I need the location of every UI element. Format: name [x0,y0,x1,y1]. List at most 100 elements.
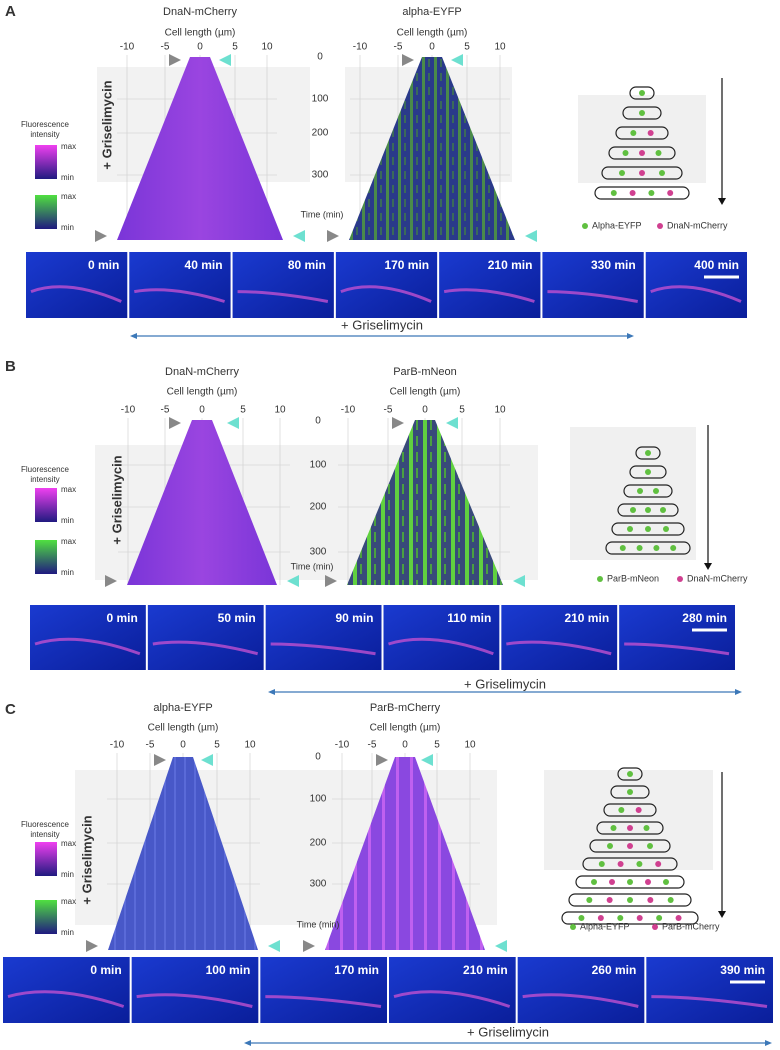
locus [627,789,633,795]
frame-time: 0 min [88,258,119,272]
y-tick-label: 100 [312,94,329,105]
locus [639,150,645,156]
frame-time: 400 min [694,258,739,272]
panel-label: C [5,701,16,718]
microscopy-frame [517,957,645,1023]
color-scale [35,842,57,876]
locus [663,879,669,885]
color-scale [35,488,57,522]
marker-arrow [287,575,299,587]
microscopy-frame [131,957,259,1023]
legend-title: intensity [30,830,59,839]
filament [237,290,329,303]
frame-time: 280 min [682,611,727,625]
filament [136,993,253,1008]
x-tick-label: 10 [261,42,273,53]
x-tick-label: -5 [394,42,403,53]
marker-arrow [154,754,166,766]
bar-head [268,689,275,695]
kymograph [349,57,515,240]
microscopy-frame [383,605,500,670]
marker-arrow [219,54,231,66]
locus [622,150,629,156]
locus [597,915,604,921]
scale-max: max [61,897,76,906]
locus [606,897,613,903]
locus [663,526,669,532]
marker-arrow [227,417,239,429]
schematic-window [544,770,713,870]
kymograph [117,57,283,240]
treatment-label: + Griselimycin [109,455,124,544]
x-tick-label: -10 [353,42,368,53]
marker-arrow [525,230,537,242]
microscopy-frame [26,252,128,318]
legend-label: Alpha-EYFP [580,921,630,931]
y-tick-label: 200 [312,128,329,139]
marker-arrow [392,417,404,429]
locus [647,130,654,136]
locus [636,545,643,551]
locus [647,897,654,903]
legend-dot [657,223,663,229]
marker-arrow [105,575,117,587]
marker-arrow [95,230,107,242]
x-tick-label: 5 [459,405,465,416]
y-tick-label: 0 [317,52,323,63]
locus [617,915,624,921]
kymograph [347,420,503,585]
frame-time: 170 min [384,258,429,272]
treatment-label: + Griselimycin [79,815,94,904]
microscopy-frame [439,252,541,318]
microscopy-frame [232,252,334,318]
locus [586,897,593,903]
cell [582,857,678,871]
legend-dot [570,924,576,930]
cell [605,541,691,555]
marker-arrow [86,940,98,952]
bar-head [130,333,137,339]
microscopy-frame [265,605,382,670]
filament [547,290,638,303]
locus [619,545,626,551]
cell [623,484,673,498]
frame-time: 210 min [564,611,609,625]
x-axis-label: Cell length (µm) [390,387,461,398]
x-axis-label: Cell length (µm) [167,387,238,398]
legend-dot [597,576,603,582]
microscopy-frame [260,957,387,1023]
locus [655,861,662,867]
color-scale [35,145,57,179]
frame-time: 170 min [334,963,379,977]
schematic-window [570,427,696,560]
x-axis-label: Cell length (µm) [165,28,236,39]
marker-arrow [169,54,181,66]
locus [636,861,643,867]
filament [265,995,382,1008]
filament [7,990,125,1008]
x-tick-label: -10 [341,405,356,416]
y-tick-label: 200 [310,502,327,513]
color-scale [35,540,57,574]
bar-head [735,689,742,695]
x-tick-label: 5 [240,405,246,416]
marker-arrow [513,575,525,587]
locus [670,545,677,551]
locus [637,488,643,494]
x-tick-label: 10 [464,740,476,751]
locus [578,915,585,921]
x-tick-label: 10 [274,405,286,416]
microscopy-frame [646,957,773,1023]
locus [627,879,633,885]
locus [627,771,633,777]
y-tick-label: 300 [310,547,327,558]
scale-max: max [61,142,76,151]
locus [617,861,624,867]
frame-time: 90 min [335,611,373,625]
legend-label: DnaN-mCherry [687,573,748,583]
locus [629,190,636,196]
kymograph-title: alpha-EYFP [402,6,461,18]
legend-dot [652,924,658,930]
x-tick-label: -10 [121,405,136,416]
